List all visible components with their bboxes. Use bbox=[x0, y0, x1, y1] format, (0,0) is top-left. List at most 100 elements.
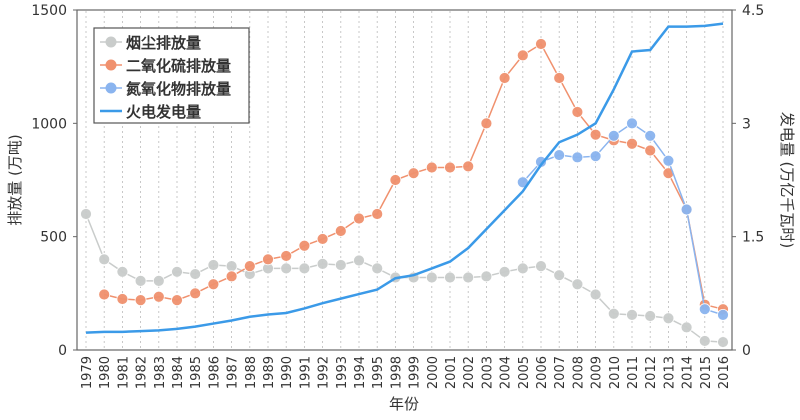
data-point bbox=[589, 128, 602, 141]
y-tick-label: 1500 bbox=[31, 3, 67, 19]
x-tick-label: 1990 bbox=[280, 356, 295, 389]
data-point bbox=[225, 260, 238, 273]
data-point bbox=[516, 262, 529, 275]
x-tick-label: 2004 bbox=[499, 356, 514, 389]
data-point bbox=[571, 106, 584, 118]
x-tick-label: 2001 bbox=[444, 356, 459, 389]
x-tick-label: 1994 bbox=[353, 356, 368, 389]
data-point bbox=[207, 278, 220, 291]
x-tick-label: 1986 bbox=[207, 356, 222, 389]
y2-axis-label: 发电量 (万亿千瓦时) bbox=[778, 112, 796, 248]
data-point bbox=[498, 265, 511, 278]
data-point bbox=[480, 270, 493, 283]
data-point bbox=[207, 259, 220, 271]
x-tick-label: 1999 bbox=[408, 356, 423, 389]
data-point bbox=[353, 254, 365, 267]
y2-tick-label: 1.5 bbox=[742, 230, 764, 246]
data-point bbox=[171, 265, 183, 278]
x-tick-label: 2008 bbox=[571, 356, 586, 389]
x-tick-label: 2007 bbox=[553, 356, 568, 389]
data-point bbox=[98, 288, 111, 301]
data-point bbox=[717, 308, 729, 321]
x-tick-label: 1980 bbox=[98, 356, 113, 389]
data-point bbox=[462, 160, 475, 173]
data-point bbox=[480, 117, 493, 130]
data-point bbox=[571, 151, 584, 164]
x-tick-label: 1998 bbox=[389, 356, 404, 389]
data-point bbox=[262, 253, 274, 266]
data-point bbox=[589, 288, 602, 301]
data-point bbox=[516, 49, 529, 62]
x-tick-label: 2015 bbox=[699, 356, 714, 389]
data-point bbox=[134, 274, 147, 287]
x-tick-label: 2010 bbox=[608, 356, 623, 389]
data-point bbox=[462, 271, 475, 284]
data-point bbox=[371, 208, 384, 220]
legend-label: 火电发电量 bbox=[126, 103, 201, 121]
legend-swatch-marker bbox=[105, 59, 117, 71]
x-tick-label: 2013 bbox=[662, 356, 677, 389]
data-point bbox=[662, 154, 675, 167]
data-point bbox=[626, 137, 638, 150]
data-point bbox=[134, 294, 147, 307]
y2-tick-label: 0 bbox=[742, 343, 751, 359]
data-point bbox=[334, 259, 347, 271]
data-point bbox=[680, 203, 693, 216]
data-point bbox=[243, 260, 256, 273]
data-point bbox=[116, 265, 129, 278]
x-tick-label: 2000 bbox=[426, 356, 441, 389]
data-point bbox=[353, 212, 365, 225]
x-tick-label: 1979 bbox=[80, 356, 95, 389]
data-point bbox=[535, 38, 547, 50]
data-point bbox=[152, 290, 165, 303]
x-tick-label: 1989 bbox=[262, 356, 277, 389]
data-point bbox=[607, 129, 620, 142]
x-tick-label: 1992 bbox=[317, 356, 332, 389]
x-tick-label: 2003 bbox=[480, 356, 495, 389]
data-point bbox=[607, 307, 620, 320]
x-tick-label: 2016 bbox=[717, 356, 732, 389]
data-point bbox=[171, 294, 183, 307]
data-point bbox=[116, 293, 129, 305]
legend-swatch-marker bbox=[105, 36, 117, 48]
legend-label: 烟尘排放量 bbox=[126, 34, 201, 52]
legend-box bbox=[93, 27, 250, 124]
data-point bbox=[553, 149, 566, 161]
data-point bbox=[553, 72, 566, 84]
x-tick-label: 1984 bbox=[171, 356, 186, 389]
x-tick-label: 1991 bbox=[298, 356, 313, 389]
data-point bbox=[444, 271, 456, 284]
data-point bbox=[717, 336, 729, 348]
x-tick-label: 1987 bbox=[226, 356, 241, 389]
data-point bbox=[425, 271, 438, 284]
x-tick-label: 2011 bbox=[626, 356, 641, 389]
y-tick-label: 1000 bbox=[31, 116, 67, 132]
data-point bbox=[571, 278, 584, 291]
data-point bbox=[444, 161, 456, 174]
data-point bbox=[553, 269, 566, 282]
data-point bbox=[498, 72, 511, 84]
data-point bbox=[152, 274, 165, 287]
x-axis-label: 年份 bbox=[389, 395, 419, 413]
x-tick-label: 2012 bbox=[644, 356, 659, 389]
data-point bbox=[280, 250, 293, 262]
data-point bbox=[316, 233, 329, 245]
x-tick-label: 2005 bbox=[517, 356, 532, 389]
data-point bbox=[334, 225, 347, 237]
x-tick-label: 2009 bbox=[590, 356, 605, 389]
legend-label: 二氧化硫排放量 bbox=[126, 57, 231, 75]
data-point bbox=[698, 335, 711, 347]
data-point bbox=[298, 239, 311, 252]
data-point bbox=[662, 312, 675, 325]
data-point bbox=[662, 167, 675, 180]
data-point bbox=[589, 150, 602, 163]
x-tick-label: 1985 bbox=[189, 356, 204, 389]
series-line bbox=[85, 213, 724, 343]
data-point bbox=[680, 321, 693, 334]
data-point bbox=[407, 167, 420, 180]
data-point bbox=[698, 303, 711, 316]
data-point bbox=[298, 262, 311, 275]
data-point bbox=[425, 161, 438, 174]
data-point bbox=[626, 117, 638, 130]
